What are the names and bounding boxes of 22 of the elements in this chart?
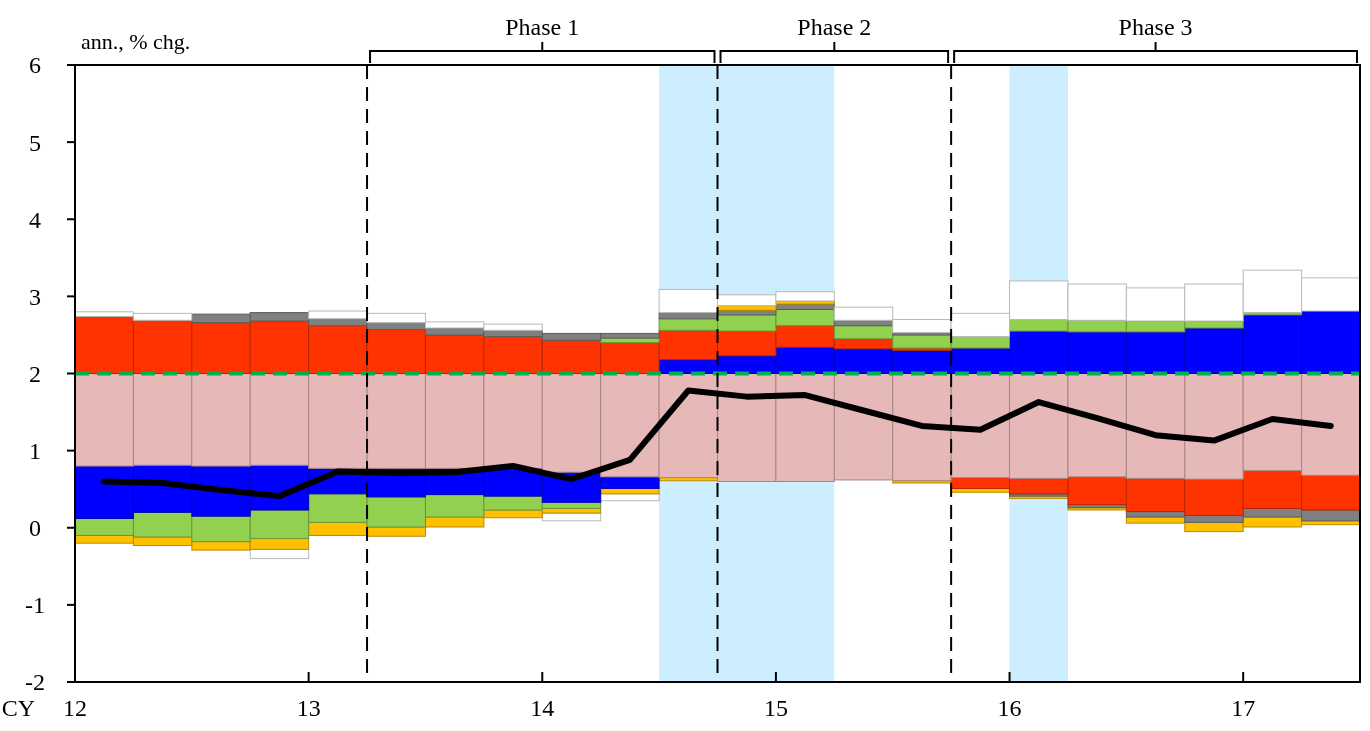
text: Phase 3 <box>1118 14 1193 40</box>
x-tick-label: 12 <box>63 695 87 721</box>
bar <box>308 310 368 320</box>
y-tick-label: 6 <box>29 52 41 79</box>
text: Phase 2 <box>797 14 872 40</box>
y-tick-label: -1 <box>25 592 45 619</box>
y-tick-label: 0 <box>29 515 41 542</box>
x-tick-label: 13 <box>296 695 321 721</box>
x-tick-label: 16 <box>997 695 1022 721</box>
y-tick-label: 1 <box>29 438 41 465</box>
y-axis-title: ann., % chg. <box>81 29 191 54</box>
x-axis-title: CY <box>1 695 35 721</box>
text: Phase 1 <box>505 14 580 40</box>
x-tick-label: 17 <box>1231 695 1256 721</box>
y-tick-label: 3 <box>29 283 41 310</box>
bar <box>424 516 485 528</box>
y-tick-label: 2 <box>29 360 41 387</box>
y-tick-label: 5 <box>29 129 41 156</box>
y-tick-label: -2 <box>25 669 45 696</box>
x-tick-label: 15 <box>763 695 788 721</box>
x-tick-label: 14 <box>530 695 555 721</box>
y-tick-label: 4 <box>29 206 41 233</box>
